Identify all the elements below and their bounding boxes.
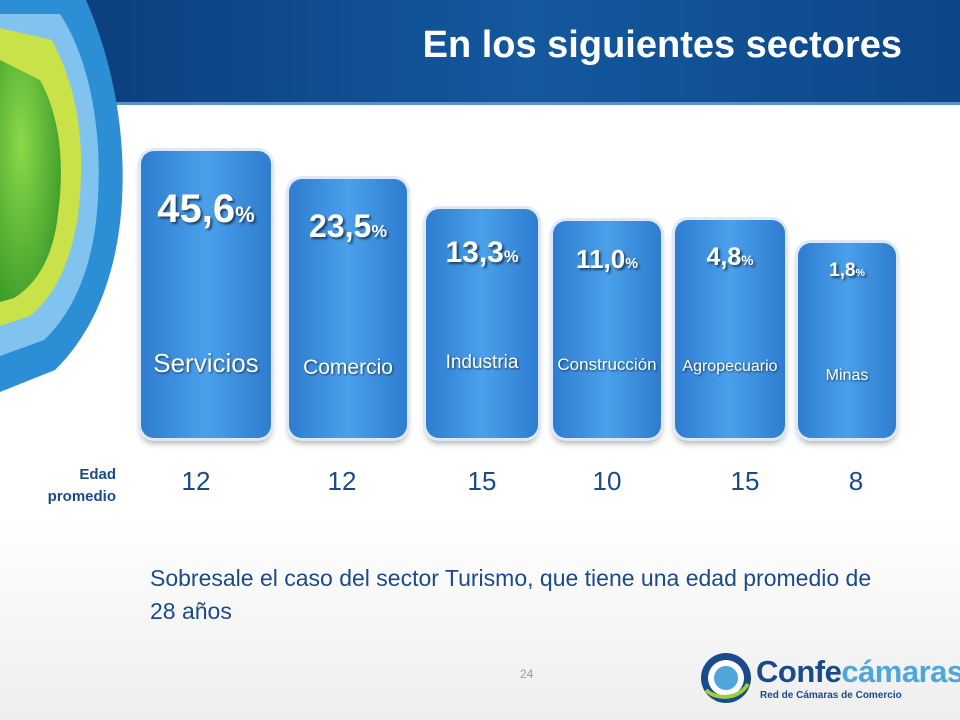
bar-category-label: Minas bbox=[825, 367, 869, 384]
bar-category-label: Construcción bbox=[557, 355, 657, 374]
bar-value-number: 11,0 bbox=[576, 244, 626, 274]
page-number: 24 bbox=[520, 667, 534, 681]
bar-value-number: 4,8 bbox=[706, 243, 742, 271]
bar-industria: 13,3% Industria bbox=[426, 209, 538, 438]
bar-value-number: 13,3 bbox=[445, 236, 504, 269]
edad-promedio-value: 12 bbox=[181, 466, 211, 496]
globe-green-shape bbox=[0, 60, 61, 302]
bar-category-label: Agropecuario bbox=[682, 358, 778, 375]
bar-value-label: 1,8% bbox=[798, 260, 896, 282]
bar-comercio: 23,5% Comercio bbox=[289, 179, 407, 438]
logo-swirl-icon bbox=[701, 653, 751, 703]
edad-promedio-value: 12 bbox=[327, 466, 357, 496]
decorative-globe bbox=[0, 0, 123, 392]
bar-servicios: 45,6% Servicios bbox=[141, 151, 271, 438]
bar-value-label: 45,6% bbox=[141, 187, 271, 232]
bar-category-label: Industria bbox=[445, 352, 519, 373]
bar-agropecuario: 4,8% Agropecuario bbox=[675, 220, 785, 438]
bar-category-label: Comercio bbox=[303, 356, 393, 379]
bar-category-label: Servicios bbox=[153, 348, 259, 378]
edad-promedio-value: 8 bbox=[848, 466, 864, 496]
bar-value-number: 23,5 bbox=[309, 208, 372, 244]
logo-name-part2: cámaras bbox=[841, 654, 960, 689]
bar-value-label: 11,0% bbox=[553, 244, 661, 275]
bar-value-number: 1,8 bbox=[829, 260, 856, 281]
bar-value-number: 45,6 bbox=[157, 187, 236, 231]
logo-name-part1: Confe bbox=[756, 654, 842, 689]
logo-name: Confecámaras bbox=[756, 654, 960, 690]
bar-minas: 1,8% Minas bbox=[798, 243, 896, 438]
edad-promedio-value: 10 bbox=[592, 466, 622, 496]
note-text: Sobresale el caso del sector Turismo, qu… bbox=[150, 565, 872, 624]
confecamaras-logo: Confecámaras Red de Cámaras de Comercio bbox=[698, 650, 960, 708]
edad-promedio-label: Edad promedio bbox=[47, 466, 116, 505]
logo-tagline: Red de Cámaras de Comercio bbox=[760, 690, 902, 701]
edad-promedio-value: 15 bbox=[467, 466, 497, 496]
bar-value-unit: % bbox=[235, 202, 255, 227]
bar-value-unit: % bbox=[371, 221, 387, 241]
bar-value-unit: % bbox=[625, 256, 638, 272]
bar-value-unit: % bbox=[741, 253, 754, 268]
bar-value-label: 4,8% bbox=[675, 243, 785, 272]
bar-value-label: 23,5% bbox=[289, 208, 407, 245]
bar-value-unit: % bbox=[855, 268, 865, 279]
header-band: En los siguientes sectores bbox=[0, 0, 960, 105]
bar-value-unit: % bbox=[503, 248, 519, 266]
bar-construcción: 11,0% Construcción bbox=[553, 221, 661, 438]
edad-promedio-value: 15 bbox=[730, 466, 760, 496]
bar-value-label: 13,3% bbox=[426, 236, 538, 270]
page-title: En los siguientes sectores bbox=[422, 24, 902, 66]
